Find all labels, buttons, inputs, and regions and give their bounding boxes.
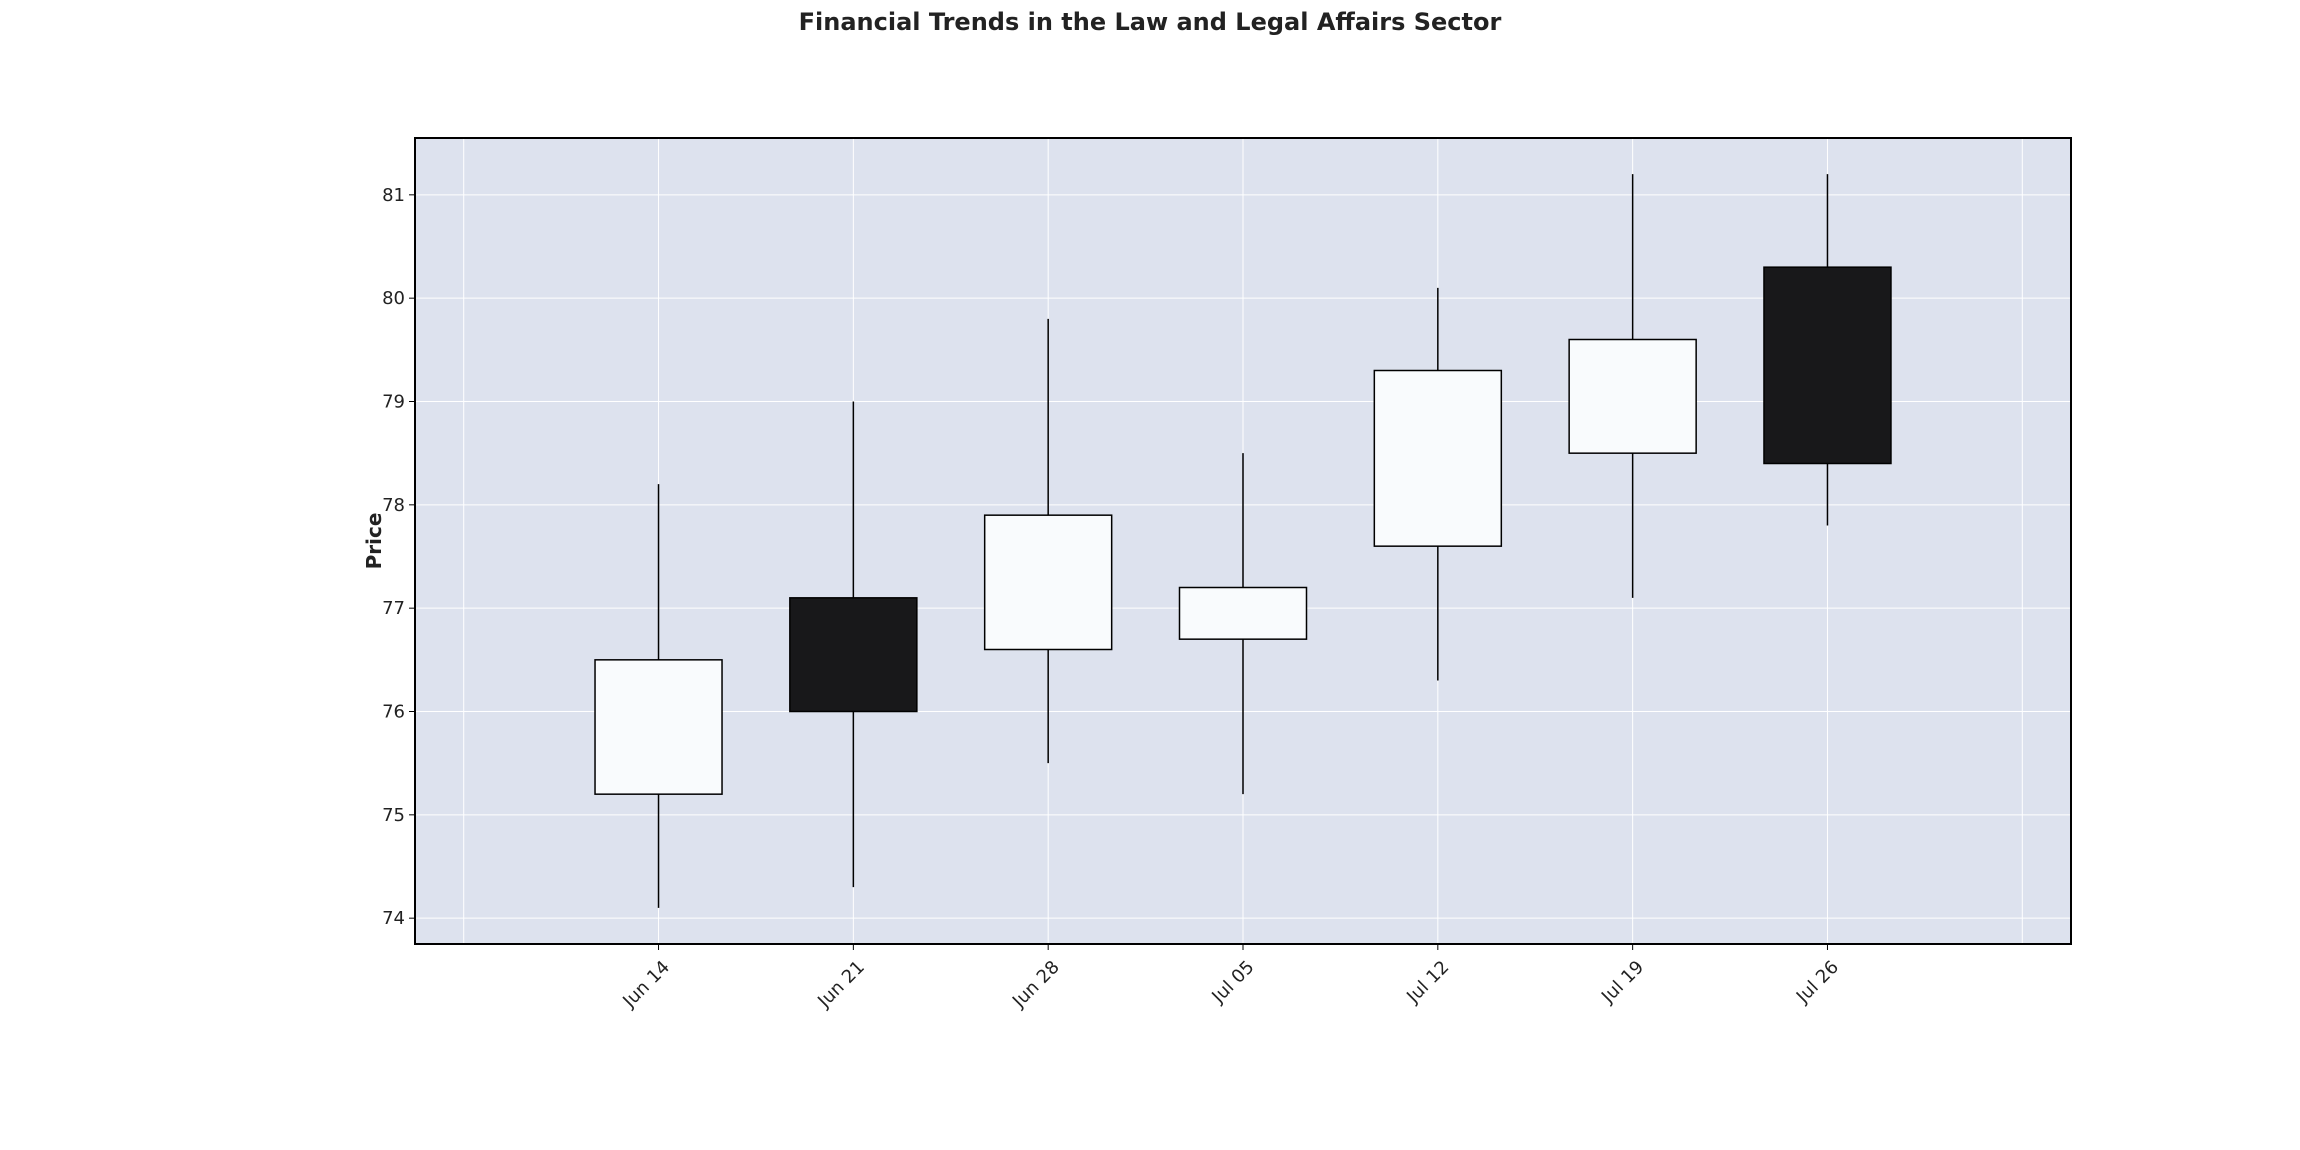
candle: [594, 484, 723, 908]
x-tick-label: Jun 14: [618, 957, 674, 1013]
candle-body-up: [1373, 369, 1503, 547]
y-tick-label: 76: [382, 702, 405, 723]
x-tick-label: Jun 28: [1008, 957, 1064, 1013]
candle: [1178, 453, 1308, 795]
candle-body-down: [1763, 266, 1892, 465]
y-axis: 74 75 76 77 78 79 80 81: [382, 185, 415, 929]
x-tick-label: Jun 21: [813, 957, 869, 1013]
y-axis-label: Price: [362, 513, 386, 570]
y-tick-label: 81: [382, 185, 405, 206]
candle-body-up: [1178, 586, 1308, 640]
candle-body-up: [594, 659, 723, 795]
x-tick-label: Jul 26: [1792, 957, 1843, 1008]
x-tick-label: Jul 05: [1207, 957, 1258, 1008]
x-axis: Jun 14 Jun 21 Jun 28 Jul 05 Jul 12 Jul 19 Jul …: [618, 944, 1843, 1012]
y-tick-label: 78: [382, 495, 405, 516]
y-tick-label: 74: [382, 908, 405, 929]
x-tick-label: Jul 12: [1402, 957, 1453, 1008]
candles: [594, 174, 1892, 908]
candle: [983, 318, 1113, 764]
y-tick-label: 80: [382, 288, 405, 309]
candle: [1568, 174, 1697, 598]
candle: [1373, 287, 1503, 681]
candle-body-up: [983, 514, 1113, 651]
candle-body-down: [789, 597, 918, 713]
candle: [1763, 174, 1892, 526]
y-tick-label: 79: [382, 392, 405, 413]
x-tick-label: Jul 19: [1597, 957, 1648, 1008]
y-tick-label: 75: [382, 805, 405, 826]
y-tick-label: 77: [382, 598, 405, 619]
chart-title: Financial Trends in the Law and Legal Af…: [799, 8, 1502, 36]
candle-body-up: [1568, 338, 1697, 454]
candle: [789, 401, 918, 888]
